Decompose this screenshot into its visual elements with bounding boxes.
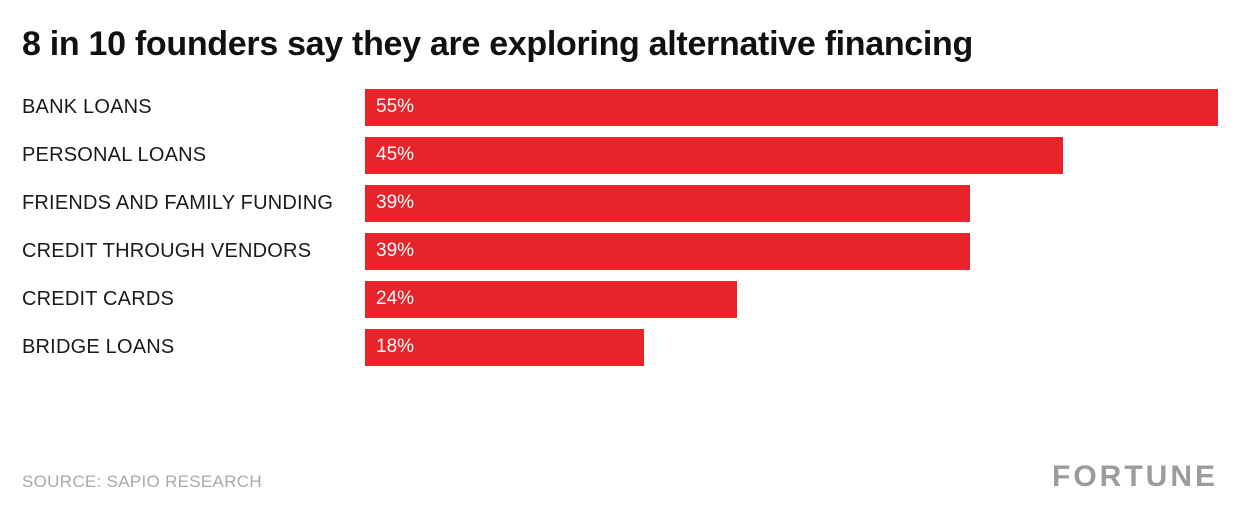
bar: 24%	[365, 280, 738, 318]
category-label: CREDIT CARDS	[22, 287, 175, 310]
category-label: PERSONAL LOANS	[22, 143, 207, 166]
category-label: BANK LOANS	[22, 95, 152, 118]
chart-row: PERSONAL LOANS 45%	[22, 136, 1218, 174]
category-label: BRIDGE LOANS	[22, 335, 175, 358]
value-label: 39%	[376, 192, 415, 214]
source-text: SOURCE: SAPIO RESEARCH	[22, 472, 262, 491]
bar: 55%	[365, 88, 1218, 126]
value-label: 18%	[376, 336, 415, 358]
bar: 39%	[365, 232, 970, 270]
bar-track: 45%	[365, 136, 1218, 174]
chart-row: BRIDGE LOANS 18%	[22, 328, 1218, 366]
footer: SOURCE: SAPIO RESEARCH FORTUNE	[22, 462, 1218, 492]
bar-track: 24%	[365, 280, 1218, 318]
bar: 45%	[365, 136, 1063, 174]
bar: 18%	[365, 328, 645, 366]
bar: 39%	[365, 184, 970, 222]
value-label: 45%	[376, 144, 415, 166]
category-label: CREDIT THROUGH VENDORS	[22, 239, 312, 262]
chart-row: FRIENDS AND FAMILY FUNDING 39%	[22, 184, 1218, 222]
value-label: 39%	[376, 240, 415, 262]
category-label: FRIENDS AND FAMILY FUNDING	[22, 191, 334, 214]
page-title: 8 in 10 founders say they are exploring …	[22, 25, 973, 63]
bar-track: 55%	[365, 88, 1218, 126]
fortune-logo: FORTUNE	[1052, 460, 1218, 493]
bar-track: 39%	[365, 232, 1218, 270]
chart-row: CREDIT THROUGH VENDORS 39%	[22, 232, 1218, 270]
bar-track: 39%	[365, 184, 1218, 222]
value-label: 24%	[376, 288, 415, 310]
chart-row: CREDIT CARDS 24%	[22, 280, 1218, 318]
bar-chart: BANK LOANS 55% PERSONAL LOANS 45% FRIENDS AN…	[22, 88, 1218, 377]
chart-row: BANK LOANS 55%	[22, 88, 1218, 126]
value-label: 55%	[376, 96, 415, 118]
bar-track: 18%	[365, 328, 1218, 366]
